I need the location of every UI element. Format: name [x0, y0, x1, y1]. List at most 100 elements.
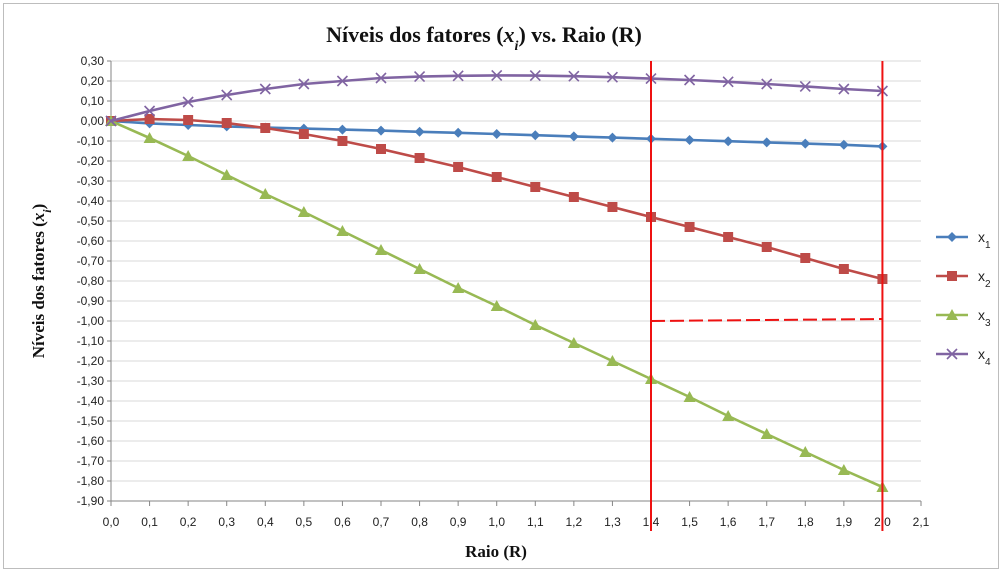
- data-point: [143, 132, 156, 143]
- x-tick-label: 0,4: [257, 515, 274, 529]
- data-point: [259, 188, 272, 199]
- legend: x1 x2 x3 x4: [936, 229, 991, 368]
- data-point: [452, 282, 465, 293]
- series-x4: [105, 69, 888, 127]
- x-tick-label: 0,8: [411, 515, 428, 529]
- data-point: [336, 75, 348, 87]
- y-tick-label: -0,10: [77, 134, 105, 148]
- data-point: [530, 130, 541, 141]
- x-tick-label: 1,6: [720, 515, 737, 529]
- data-point: [568, 192, 579, 202]
- y-tick-label: -0,50: [77, 214, 105, 228]
- x-tick-label: 2,1: [913, 515, 930, 529]
- y-tick-label: -1,00: [77, 314, 105, 328]
- data-point: [683, 391, 696, 402]
- data-point: [105, 115, 117, 127]
- data-point: [221, 89, 233, 101]
- data-point: [182, 96, 194, 108]
- y-tick-label: -0,70: [77, 254, 105, 268]
- data-point: [220, 169, 233, 180]
- data-point: [183, 115, 194, 125]
- data-point: [453, 127, 464, 138]
- data-point: [414, 126, 425, 137]
- data-point: [761, 242, 772, 252]
- legend-item-x3: x3: [936, 307, 991, 329]
- red-dashed-line: [650, 318, 883, 322]
- data-point: [723, 136, 734, 147]
- y-tick-label: -0,20: [77, 154, 105, 168]
- y-tick-label: -0,90: [77, 294, 105, 308]
- data-point: [799, 446, 812, 457]
- data-point: [260, 123, 271, 133]
- x-tick-label: 1,1: [527, 515, 544, 529]
- legend-item-x4: x4: [936, 346, 991, 368]
- data-point: [414, 153, 425, 163]
- data-point: [376, 144, 386, 154]
- data-point: [684, 222, 695, 232]
- data-point: [337, 124, 348, 135]
- x-axis-title: Raio (R): [465, 542, 527, 561]
- y-tick-label: -1,50: [77, 414, 105, 428]
- data-point: [144, 105, 156, 117]
- data-point: [607, 132, 618, 143]
- data-point: [800, 138, 811, 149]
- y-tick-label: -1,70: [77, 454, 105, 468]
- data-point: [606, 71, 618, 83]
- x-tick-label: 0,9: [450, 515, 467, 529]
- data-point: [722, 76, 734, 88]
- data-point: [336, 225, 349, 236]
- data-point: [259, 83, 271, 95]
- data-point: [947, 271, 957, 281]
- data-point: [490, 300, 503, 311]
- x-tick-label: 0,3: [218, 515, 235, 529]
- y-tick-label: 0,30: [81, 54, 105, 68]
- data-point: [837, 464, 850, 475]
- data-point: [568, 70, 580, 82]
- x-tick-label: 1,2: [566, 515, 583, 529]
- data-point: [491, 69, 503, 81]
- x-tick-label: 1,7: [758, 515, 775, 529]
- data-point: [761, 78, 773, 90]
- data-point: [684, 74, 696, 86]
- data-point: [530, 182, 541, 192]
- legend-label: x1: [978, 229, 991, 251]
- data-point: [297, 206, 310, 217]
- data-point: [800, 253, 811, 263]
- x-tick-label: 1,5: [681, 515, 698, 529]
- x-tick-label: 1,8: [797, 515, 814, 529]
- data-point: [723, 232, 734, 242]
- x-tick-label: 0,7: [373, 515, 390, 529]
- chart-title: Níveis dos fatores (xi) vs. Raio (R): [326, 22, 642, 54]
- data-point: [144, 114, 155, 124]
- data-point: [946, 348, 958, 360]
- data-point: [491, 129, 502, 139]
- y-tick-label: -0,40: [77, 194, 105, 208]
- y-tick-label: 0,10: [81, 94, 105, 108]
- y-tick-label: -1,10: [77, 334, 105, 348]
- data-point: [838, 83, 850, 95]
- data-point: [298, 78, 310, 90]
- x-tick-label: 1,0: [488, 515, 505, 529]
- x-tick-label: 0,2: [180, 515, 197, 529]
- legend-label: x4: [978, 346, 991, 368]
- data-point: [568, 131, 579, 142]
- data-point: [838, 264, 849, 274]
- data-point: [799, 80, 811, 92]
- x-tick-label: 1,9: [836, 515, 853, 529]
- data-point: [375, 244, 387, 255]
- legend-label: x2: [978, 268, 991, 290]
- data-point: [529, 70, 541, 82]
- x-tick-label: 0,5: [296, 515, 313, 529]
- data-point: [491, 172, 502, 182]
- y-tick-label: -1,40: [77, 394, 105, 408]
- y-axis-title: Níveis dos fatores (xi): [29, 204, 54, 359]
- legend-item-x2: x2: [936, 268, 991, 290]
- data-point: [221, 118, 232, 128]
- y-tick-label: -0,80: [77, 274, 105, 288]
- y-tick-label: -1,60: [77, 434, 105, 448]
- data-point: [298, 129, 309, 139]
- data-point: [946, 309, 958, 320]
- data-point: [606, 355, 619, 366]
- data-point: [529, 319, 542, 330]
